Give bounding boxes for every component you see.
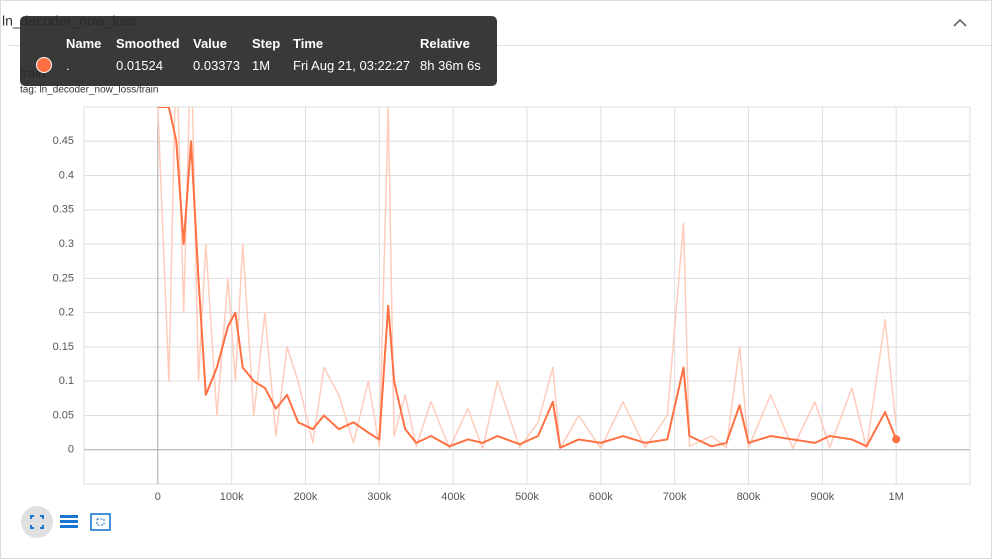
x-tick-label: 800k — [737, 491, 761, 503]
raw-line — [157, 107, 897, 450]
y-tick-label: 0 — [68, 444, 74, 456]
y-tick-label: 0.4 — [59, 169, 74, 181]
y-tick-label: 0.45 — [53, 135, 74, 147]
x-tick-label: 1M — [889, 491, 904, 503]
expand-button[interactable] — [90, 513, 111, 531]
y-tick-label: 0.15 — [53, 341, 74, 353]
tooltip-cell: 0.01524 — [116, 58, 163, 73]
y-tick-label: 0.35 — [53, 204, 74, 216]
tooltip-header: Smoothed — [116, 36, 180, 51]
y-tick-label: 0.2 — [59, 307, 74, 319]
fit-domain-button[interactable] — [30, 515, 44, 529]
chart-subtitle: tag: ln_decoder_now_loss/train — [20, 85, 158, 96]
tooltip-cell: 1M — [252, 58, 271, 73]
x-tick-label: 900k — [810, 491, 834, 503]
x-tick-label: 600k — [589, 491, 613, 503]
y-tick-label: 0.3 — [59, 238, 74, 250]
tooltip-header: Value — [193, 36, 227, 51]
tooltip-header: Step — [252, 36, 281, 51]
fit-domain-button-bg — [21, 506, 53, 538]
x-tick-label: 100k — [220, 491, 244, 503]
tooltip-cell: Fri Aug 21, 03:22:27 — [293, 58, 411, 73]
tooltip-header: Time — [293, 36, 324, 51]
tooltip-swatch — [36, 57, 52, 73]
expand-button-inner — [96, 518, 105, 526]
tooltip-header: Relative — [420, 36, 470, 51]
x-tick-label: 500k — [515, 491, 539, 503]
x-tick-label: 200k — [294, 491, 318, 503]
plot-lines — [157, 107, 898, 450]
x-tick-label: 300k — [367, 491, 391, 503]
x-tick-label: 0 — [155, 491, 161, 503]
smoothed-line — [157, 107, 898, 449]
tooltip: Name Smoothed Value Step Time Relative. 0.0152… — [20, 16, 497, 86]
x-tick-label: 400k — [441, 491, 465, 503]
tooltip-header: Name — [66, 36, 102, 51]
collapse-icon[interactable] — [953, 18, 967, 27]
tooltip-cell: . — [66, 58, 70, 73]
tooltip-cell: 0.03373 — [193, 58, 240, 73]
hover-point — [892, 435, 901, 444]
tooltip-cell: 8h 36m 6s — [420, 58, 481, 73]
log-scale-button[interactable] — [60, 515, 78, 528]
y-tick-label: 0.25 — [53, 272, 74, 284]
y-tick-label: 0.05 — [53, 409, 74, 421]
y-tick-label: 0.1 — [59, 375, 74, 387]
x-tick-label: 700k — [663, 491, 687, 503]
